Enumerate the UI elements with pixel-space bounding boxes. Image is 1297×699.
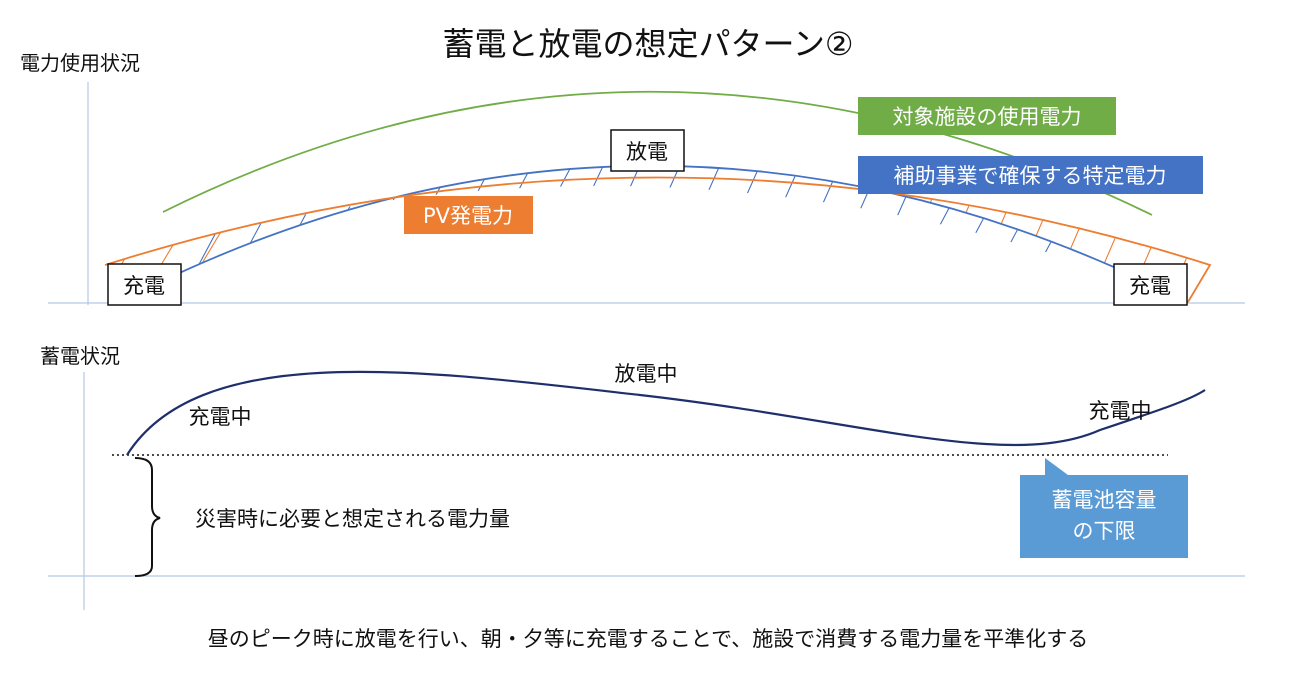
svg-text:充電: 充電 [123,274,165,298]
top-panel: 電力使用状況 放電 充電 充電 対象施設の使用電力 [20,51,1245,306]
caption: 昼のピーク時に放電を行い、朝・夕等に充電することで、施設で消費する電力量を平準化… [208,627,1089,651]
pv-power-tag: PV発電力 [404,196,533,234]
storage-level-curve [126,370,1206,456]
charging-left-label: 充電中 [189,405,252,429]
capacity-lower-limit-callout: 蓄電池容量 の下限 [1020,458,1188,558]
charge-left-label-box: 充電 [107,263,182,306]
charge-right-label-box: 充電 [1113,263,1188,306]
svg-text:PV発電力: PV発電力 [423,204,513,228]
svg-text:対象施設の使用電力: 対象施設の使用電力 [893,105,1082,129]
callout-line-2: の下限 [1073,519,1136,543]
svg-text:充電: 充電 [1129,274,1171,298]
required-energy-brace [134,457,161,577]
facility-power-tag: 対象施設の使用電力 [858,97,1116,135]
diagram-title: 蓄電と放電の想定パターン② [442,25,853,63]
charging-right-label: 充電中 [1089,399,1152,423]
pv-power-curve [104,176,1212,303]
bottom-panel: 蓄電状況 充電中 放電中 充電中 災害時に必要と想定される電力量 蓄電池容量 の… [40,344,1245,610]
svg-text:補助事業で確保する特定電力: 補助事業で確保する特定電力 [894,164,1167,188]
facility-power-curve [162,90,1153,216]
discharge-label-box: 放電 [610,129,685,172]
bottom-axis-label: 蓄電状況 [40,344,120,368]
svg-text:放電: 放電 [626,140,668,164]
required-energy-label: 災害時に必要と想定される電力量 [195,507,510,531]
pv-surplus-hatch [105,179,1210,302]
top-axis-label: 電力使用状況 [20,51,140,75]
discharging-label: 放電中 [615,362,678,386]
specified-power-tag: 補助事業で確保する特定電力 [858,156,1203,194]
callout-line-1: 蓄電池容量 [1052,488,1157,512]
